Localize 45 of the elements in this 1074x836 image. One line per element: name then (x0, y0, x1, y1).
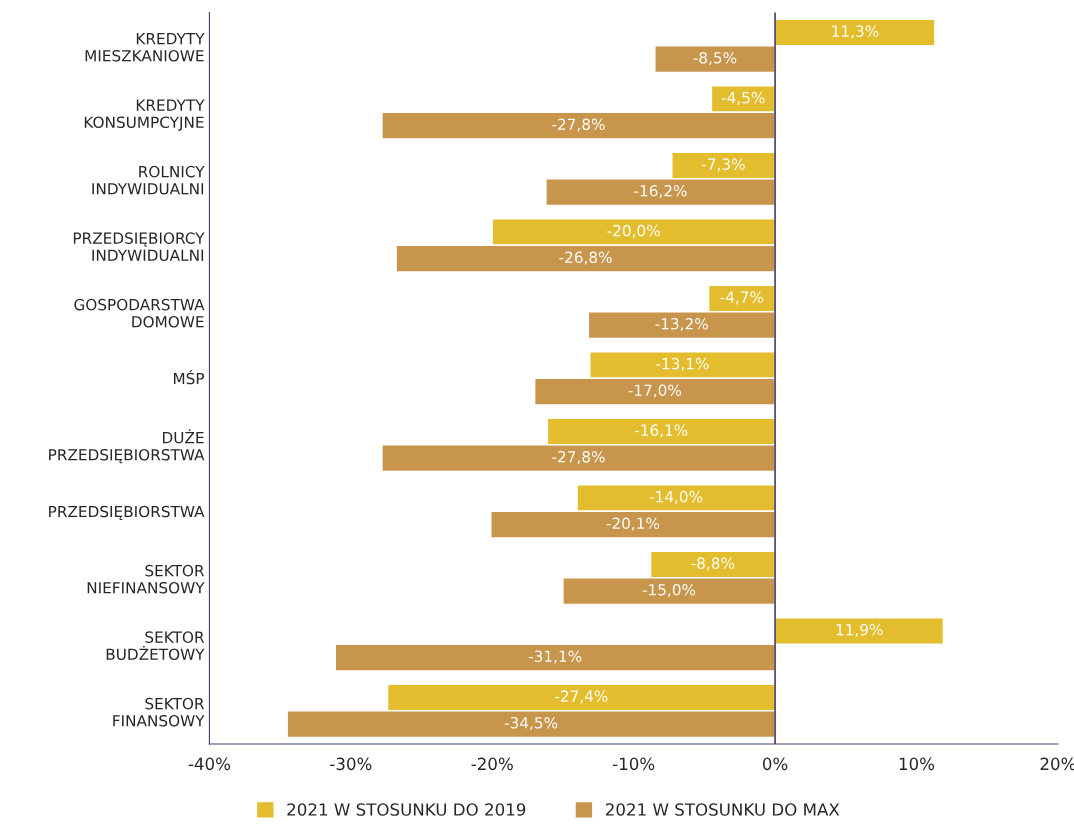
data-label: -20,1% (606, 517, 660, 531)
x-tick-label: 0% (762, 757, 788, 771)
data-label: -14,0% (649, 490, 703, 504)
y-tick-label: SEKTOR FINANSOWY (113, 697, 205, 727)
data-label: -16,1% (634, 424, 688, 438)
x-tick-label: -20% (471, 757, 513, 771)
data-label: -4,5% (721, 91, 765, 105)
y-tick-label: KREDYTY KONSUMPCYJNE (84, 99, 205, 131)
data-label: -34,5% (504, 716, 558, 731)
legend-label: 2021 W STOSUNKU DO MAX (605, 803, 840, 816)
data-label: -27,8% (552, 118, 605, 132)
x-tick-label: -30% (330, 757, 372, 771)
y-tick-label: GOSPODARSTWA DOMOWE (74, 298, 205, 328)
y-tick-label: DUŻE PRZEDSIĘBIORSTWA (49, 429, 205, 464)
data-label: -7,3% (702, 158, 745, 172)
data-label: 11,3% (832, 25, 879, 39)
data-label: -8,5% (693, 51, 737, 66)
bar (774, 18, 936, 47)
data-label: -27,8% (552, 450, 605, 465)
y-tick-label: KREDYTY MIESZKANIOWE (85, 33, 205, 62)
y-tick-label: PRZEDSIĘBIORSTWA (49, 505, 205, 521)
y-tick-label: PRZEDSIĘBIORCY INDYWIDUALNI (73, 232, 205, 262)
y-tick-label: SEKTOR NIEFINANSOWY (87, 564, 205, 594)
data-label: -20,0% (607, 224, 660, 238)
y-tick-label: MŚP (173, 369, 205, 385)
bar (774, 616, 945, 645)
data-label: -31,1% (528, 650, 582, 664)
data-label: -4,7% (720, 291, 764, 305)
legend-label: 2021 W STOSUNKU DO 2019 (287, 803, 526, 816)
data-label: -13,2% (655, 317, 708, 332)
data-label: -27,4% (555, 690, 608, 704)
data-label: -13,1% (656, 357, 709, 371)
data-label: -16,2% (634, 184, 687, 199)
data-label: -8,8% (691, 557, 735, 571)
bar (654, 45, 776, 74)
bar (334, 643, 776, 672)
data-label: -15,0% (642, 583, 696, 598)
data-label: -17,0% (628, 384, 682, 398)
y-tick-label: ROLNICY INDYWIDUALNI (92, 165, 205, 195)
data-label: -26,8% (559, 251, 612, 265)
data-label: 11,9% (836, 623, 883, 637)
x-tick-label: -10% (612, 757, 655, 771)
y-tick-label: SEKTOR BUDŻETOWY (106, 631, 205, 661)
x-tick-label: -40% (188, 757, 231, 771)
x-tick-label: 10% (899, 757, 935, 771)
